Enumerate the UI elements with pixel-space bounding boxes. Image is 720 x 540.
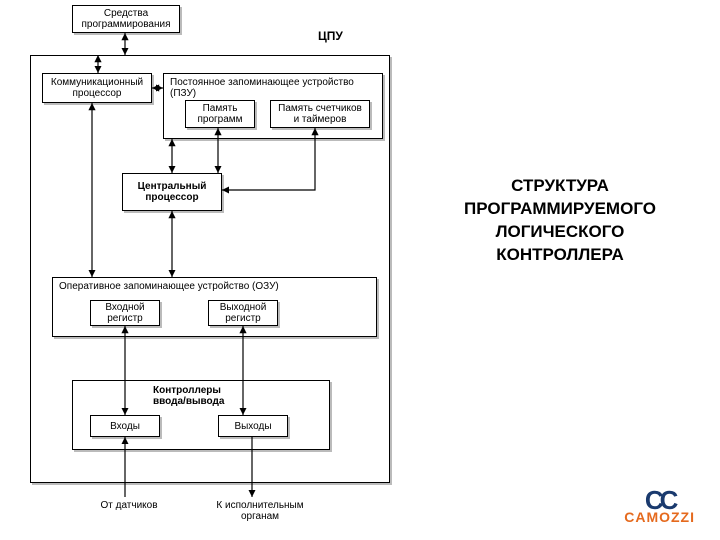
node-tools: Средствапрограммирования [72, 5, 180, 33]
node-inputs: Входы [90, 415, 160, 437]
node-outreg-label: Выходнойрегистр [220, 302, 267, 324]
node-pzu-label: Постоянное запоминающее устройство (ПЗУ) [170, 77, 382, 99]
node-progmem: Памятьпрограмм [185, 100, 255, 128]
node-timmem: Память счетчикови таймеров [270, 100, 370, 128]
node-outputs: Выходы [218, 415, 288, 437]
node-timmem-label: Память счетчикови таймеров [278, 103, 362, 125]
brand-logo: CC CAMOZZI [624, 489, 695, 525]
logo-brand-text: CAMOZZI [624, 509, 695, 525]
node-ozu-label: Оперативное запоминающее устройство (ОЗУ… [59, 281, 279, 292]
diagram-area: ЦПУ Средствапрограммирования Коммуникаци… [20, 5, 400, 535]
node-comm-label: Коммуникационныйпроцессор [51, 77, 143, 99]
node-tools-label: Средствапрограммирования [81, 8, 170, 30]
logo-cc-icon: CC [624, 489, 695, 511]
node-comm: Коммуникационныйпроцессор [42, 73, 152, 103]
node-ioctrl-label: Контроллерыввода/вывода [153, 385, 224, 407]
node-inreg-label: Входнойрегистр [105, 302, 144, 324]
node-outputs-label: Выходы [234, 421, 271, 432]
node-cpu-label: Центральныйпроцессор [138, 181, 207, 203]
cpu-label: ЦПУ [318, 29, 343, 43]
label-from-sensors: От датчиков [84, 500, 174, 511]
page-title: СТРУКТУРАПРОГРАММИРУЕМОГОЛОГИЧЕСКОГОКОНТ… [430, 175, 690, 267]
node-inputs-label: Входы [110, 421, 140, 432]
label-to-actuators: К исполнительныморганам [200, 500, 320, 522]
node-cpu: Центральныйпроцессор [122, 173, 222, 211]
node-inreg: Входнойрегистр [90, 300, 160, 326]
node-outreg: Выходнойрегистр [208, 300, 278, 326]
node-progmem-label: Памятьпрограмм [197, 103, 242, 125]
